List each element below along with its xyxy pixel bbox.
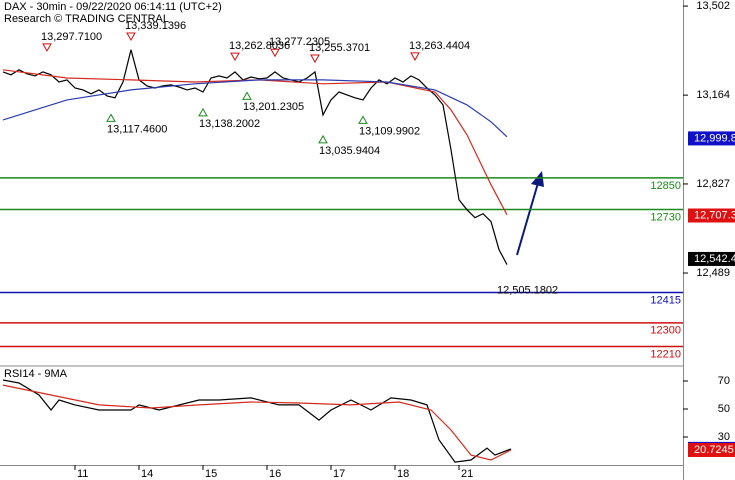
price-marker-label: 12,999.8 — [694, 132, 735, 144]
swing-high-marker — [410, 52, 420, 61]
series-line — [2, 69, 508, 216]
forecast-arrow — [516, 182, 539, 256]
swing-low-marker — [358, 115, 368, 124]
price-marker — [688, 131, 735, 146]
y-tick-label: 50 — [718, 403, 730, 415]
price-marker — [688, 442, 735, 457]
x-tick-label: 14 — [141, 468, 153, 480]
swing-low-label: 13,201.2305 — [243, 101, 304, 113]
swing-high-marker — [42, 43, 52, 52]
x-tick-label: 16 — [269, 468, 281, 480]
level-label: 12850 — [650, 180, 681, 192]
swing-low-label: 13,117.4600 — [107, 123, 167, 135]
swing-high-label: 13,255.3701 — [309, 42, 370, 54]
series-line — [2, 384, 512, 461]
rsi-title: RSI14 - 9MA — [4, 368, 68, 380]
price-marker — [688, 251, 735, 266]
swing-high-marker — [270, 48, 280, 58]
x-tick-label: 18 — [397, 468, 409, 480]
swing-low-label: 13,109.9902 — [359, 125, 420, 137]
swing-low-label: 13,035.9404 — [319, 145, 380, 157]
series-line — [2, 49, 508, 265]
swing-low-marker — [318, 134, 328, 144]
x-tick-label: 15 — [205, 468, 217, 480]
y-tick-label: 13,164 — [696, 89, 730, 101]
swing-high-marker — [230, 52, 240, 62]
level-label: 12730 — [650, 211, 681, 223]
swing-high-label: 13,263.4404 — [409, 40, 470, 52]
price-marker-label: 12,542.4 — [694, 253, 735, 265]
swing-low-label: 13,138.2002 — [199, 118, 260, 130]
level-label: 12300 — [650, 325, 681, 337]
swing-low-marker — [242, 91, 252, 100]
level-label: 12210 — [650, 348, 681, 360]
swing-high-label: 13,277.2305 — [269, 36, 330, 48]
swing-low-label: 12,505.1802 — [497, 285, 558, 297]
swing-high-label: 13,297.7100 — [41, 31, 102, 43]
y-tick-label: 70 — [718, 375, 730, 387]
x-tick-label: 17 — [333, 468, 345, 480]
chart-subtitle: Research © TRADING CENTRAL — [4, 13, 169, 25]
swing-low-marker — [106, 113, 116, 122]
series-line — [2, 379, 512, 463]
forecast-arrow-head — [531, 171, 544, 187]
x-tick-label: 11 — [77, 468, 88, 480]
level-label: 12415 — [650, 294, 681, 306]
swing-high-label: 13,339.1396 — [125, 20, 186, 32]
y-tick-label: 13,502 — [696, 0, 730, 12]
swing-low-marker — [198, 107, 208, 117]
price-marker-label: 20.7245 — [694, 444, 734, 456]
price-marker — [688, 208, 735, 223]
chart-title: DAX - 30min - 09/22/2020 06:14:11 (UTC+2… — [4, 1, 222, 13]
y-tick-label: 12,489 — [696, 267, 730, 279]
series-line — [2, 79, 508, 138]
price-marker-label: 12,707.3 — [694, 209, 735, 221]
x-tick-label: 21 — [461, 468, 473, 480]
swing-high-marker — [126, 32, 136, 41]
y-tick-label: 30 — [718, 431, 730, 443]
swing-high-marker — [310, 54, 320, 64]
y-tick-label: 12,827 — [696, 178, 730, 190]
